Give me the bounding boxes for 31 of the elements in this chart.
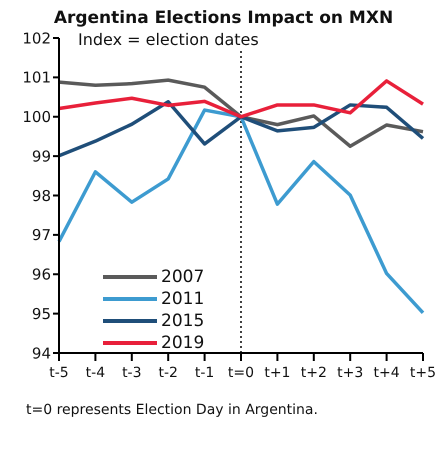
y-tick-label: 95 <box>32 304 51 323</box>
y-tick-label: 102 <box>22 29 51 48</box>
line-series <box>57 78 425 148</box>
x-tick-label: t+3 <box>337 364 364 381</box>
legend-label: 2015 <box>161 311 204 331</box>
y-tick-label: 96 <box>32 266 51 284</box>
x-tick-label: t-5 <box>49 364 69 381</box>
y-tick-label: 101 <box>22 68 51 87</box>
line-series <box>57 79 425 118</box>
y-tick-label: 98 <box>32 186 51 205</box>
y-tick-label: 94 <box>32 344 51 362</box>
x-tick-label: t=0 <box>228 364 254 381</box>
legend-label: 2019 <box>161 333 204 353</box>
text: t=0 represents Election Day in Argentina. <box>26 402 319 418</box>
x-tick-label: t+1 <box>264 364 290 381</box>
x-tick-label: t-4 <box>86 364 106 381</box>
legend-label: 2011 <box>161 289 204 309</box>
y-tick-label: 99 <box>32 147 51 166</box>
x-tick-label: t-3 <box>122 364 142 381</box>
x-tick-label: t-1 <box>194 364 214 381</box>
x-tick-label: t+2 <box>300 364 327 381</box>
legend-label: 2007 <box>161 267 204 287</box>
x-tick-label: t-2 <box>158 364 178 381</box>
chart-title: Argentina Elections Impact on MXN <box>52 8 394 28</box>
x-tick-label: t+5 <box>410 364 436 381</box>
y-tick-label: 100 <box>22 108 51 126</box>
line-series <box>57 108 425 315</box>
x-tick-label: t+4 <box>374 364 400 381</box>
line-series <box>57 100 425 158</box>
y-tick-label: 97 <box>32 226 51 244</box>
annotation: Index = election dates <box>78 30 259 49</box>
